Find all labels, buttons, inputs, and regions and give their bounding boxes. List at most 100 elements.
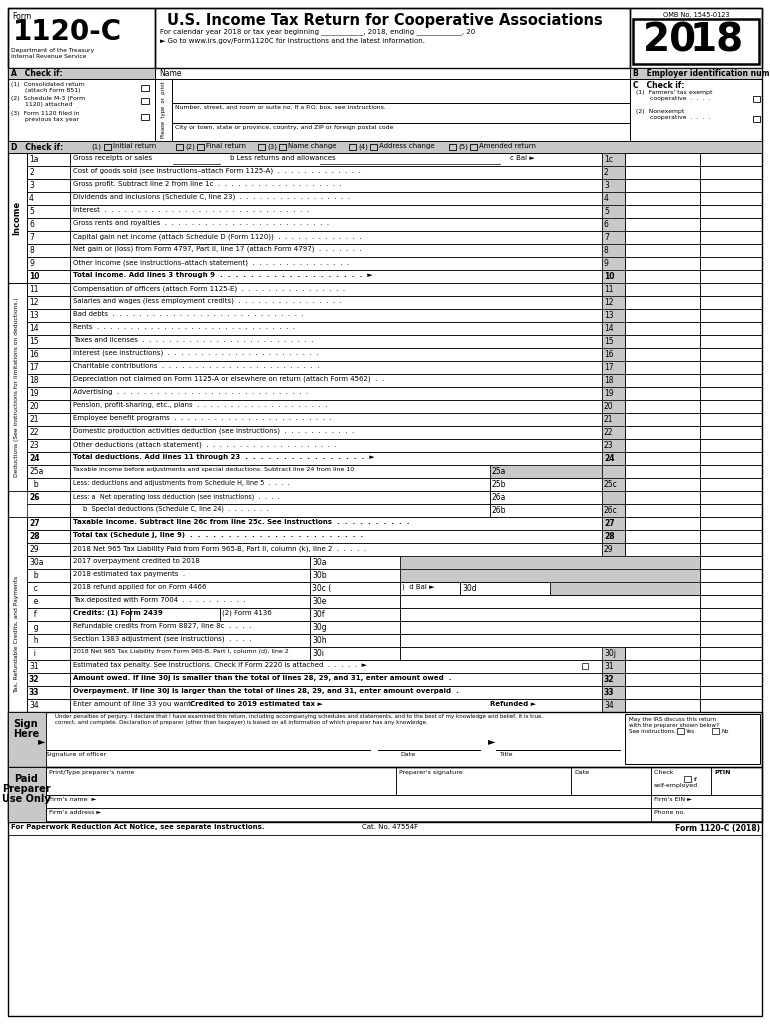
Bar: [400, 582, 460, 595]
Bar: [602, 452, 625, 465]
Bar: [70, 608, 130, 621]
Bar: [625, 283, 700, 296]
Text: Section 1383 adjustment (see instructions)  .  .  .  .: Section 1383 adjustment (see instruction…: [73, 636, 252, 642]
Bar: [8, 141, 762, 153]
Text: 16: 16: [29, 350, 38, 359]
Bar: [677, 728, 684, 734]
Bar: [700, 322, 762, 335]
Text: Total income. Add lines 3 through 9  .  .  .  .  .  .  .  .  .  .  .  .  .  .  .: Total income. Add lines 3 through 9 . . …: [73, 272, 373, 278]
Text: 2018 Net 965 Tax Liability Paid from Form 965-B, Part II, column (k), line 2  . : 2018 Net 965 Tax Liability Paid from For…: [73, 545, 366, 552]
Bar: [625, 452, 700, 465]
Bar: [700, 543, 762, 556]
Bar: [70, 166, 602, 179]
Bar: [70, 621, 310, 634]
Bar: [625, 244, 700, 257]
Bar: [625, 218, 700, 231]
Text: 1120) attached: 1120) attached: [11, 102, 72, 106]
Bar: [27, 218, 70, 231]
Bar: [700, 413, 762, 426]
Text: 2018 refund applied for on Form 4466: 2018 refund applied for on Form 4466: [73, 584, 206, 590]
Bar: [27, 283, 70, 296]
Text: Amount owed. If line 30j is smaller than the total of lines 28, 29, and 31, ente: Amount owed. If line 30j is smaller than…: [73, 675, 451, 681]
Bar: [27, 504, 70, 517]
Bar: [8, 153, 27, 283]
Bar: [8, 822, 762, 835]
Bar: [400, 621, 700, 634]
Bar: [8, 712, 46, 767]
Text: Firm's address ►: Firm's address ►: [49, 810, 101, 815]
Bar: [602, 335, 625, 348]
Bar: [602, 322, 625, 335]
Bar: [70, 205, 602, 218]
Bar: [70, 582, 310, 595]
Bar: [625, 179, 700, 193]
Bar: [8, 283, 27, 490]
Bar: [310, 582, 400, 595]
Text: Sign: Sign: [14, 719, 38, 729]
Text: Amended return: Amended return: [479, 143, 536, 150]
Text: Internal Revenue Service: Internal Revenue Service: [11, 54, 86, 59]
Bar: [70, 478, 490, 490]
Text: Final return: Final return: [206, 143, 246, 150]
Bar: [602, 490, 625, 504]
Text: 24: 24: [29, 454, 39, 463]
Text: 28: 28: [29, 532, 39, 541]
Bar: [700, 621, 762, 634]
Text: No: No: [721, 729, 728, 734]
Text: g: g: [29, 623, 38, 632]
Bar: [8, 767, 46, 822]
Bar: [27, 322, 70, 335]
Text: cooperative  .  .  .  .: cooperative . . . .: [636, 96, 711, 101]
Text: 9: 9: [29, 259, 34, 268]
Bar: [630, 68, 762, 79]
Bar: [700, 530, 762, 543]
Bar: [460, 582, 550, 595]
Bar: [8, 517, 27, 751]
Text: Initial return: Initial return: [113, 143, 156, 150]
Bar: [220, 608, 310, 621]
Text: Interest  .  .  .  .  .  .  .  .  .  .  .  .  .  .  .  .  .  .  .  .  .  .  .  .: Interest . . . . . . . . . . . . . . . .…: [73, 207, 309, 213]
Text: 27: 27: [29, 519, 39, 528]
Bar: [396, 767, 571, 795]
Text: 1120-C: 1120-C: [13, 18, 122, 46]
Bar: [625, 673, 700, 686]
Text: 33: 33: [604, 688, 614, 697]
Bar: [27, 543, 70, 556]
Bar: [625, 490, 700, 504]
Bar: [27, 621, 70, 634]
Text: 33: 33: [29, 688, 39, 697]
Bar: [310, 595, 400, 608]
Bar: [625, 699, 700, 712]
Text: 22: 22: [604, 428, 614, 437]
Bar: [625, 686, 700, 699]
Bar: [625, 166, 700, 179]
Bar: [602, 244, 625, 257]
Bar: [349, 144, 356, 150]
Text: 5: 5: [604, 207, 609, 216]
Text: Credited to 2019 estimated tax ►: Credited to 2019 estimated tax ►: [190, 701, 323, 707]
Bar: [130, 608, 220, 621]
Text: 11: 11: [29, 285, 38, 294]
Text: b  Special deductions (Schedule C, line 24)  .  .  .  .  .  .  .: b Special deductions (Schedule C, line 2…: [83, 506, 269, 512]
Text: 2018 estimated tax payments  .: 2018 estimated tax payments .: [73, 571, 185, 577]
Text: 30i: 30i: [312, 649, 324, 658]
Bar: [602, 673, 625, 686]
Bar: [625, 348, 700, 361]
Bar: [70, 283, 602, 296]
Bar: [449, 144, 456, 150]
Bar: [27, 673, 70, 686]
Text: Compensation of officers (attach Form 1125-E)  .  .  .  .  .  .  .  .  .  .  .  : Compensation of officers (attach Form 11…: [73, 285, 345, 292]
Bar: [700, 309, 762, 322]
Bar: [27, 413, 70, 426]
Bar: [27, 335, 70, 348]
Bar: [70, 699, 602, 712]
Bar: [70, 517, 602, 530]
Bar: [700, 569, 762, 582]
Text: 3: 3: [29, 181, 34, 190]
Bar: [70, 335, 602, 348]
Text: PTIN: PTIN: [714, 770, 731, 775]
Text: (3): (3): [267, 143, 277, 150]
Bar: [602, 647, 625, 660]
Text: 30g: 30g: [312, 623, 326, 632]
Text: 8: 8: [604, 246, 609, 255]
